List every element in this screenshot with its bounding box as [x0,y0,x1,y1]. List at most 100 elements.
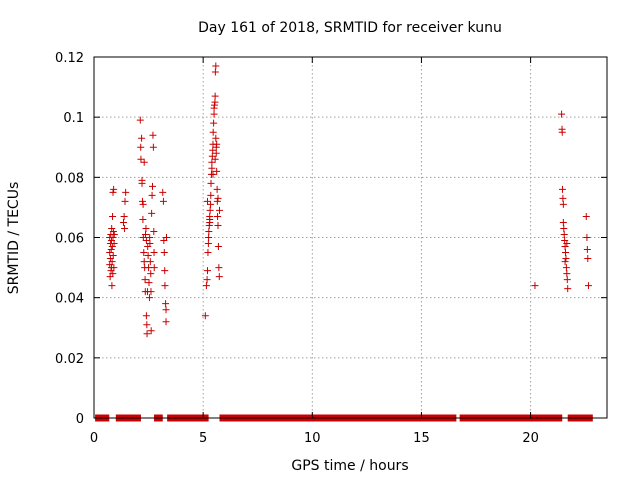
data-point [562,249,570,257]
data-point [109,252,117,260]
data-point [149,182,157,190]
data-point [563,270,571,278]
data-point [137,155,145,163]
data-point [108,224,116,232]
data-point [162,318,170,326]
x-tick-label: 20 [522,431,539,446]
data-point [562,255,570,263]
data-point [147,288,155,296]
data-point [107,246,115,254]
data-point [213,197,221,205]
data-point [109,188,117,196]
data-point [110,230,118,238]
data-point [211,68,219,76]
data-point [531,282,539,290]
data-point [142,224,150,232]
data-point [560,230,568,238]
data-point [119,218,127,226]
data-point [558,128,566,136]
y-tick-label: 0 [76,412,84,427]
data-point [162,300,170,308]
grid-layer [94,57,607,418]
data-point [142,312,150,320]
data-point [143,321,151,329]
data-point [563,276,571,284]
data-point [146,258,154,266]
data-point [211,92,219,100]
y-tick-label: 0.02 [55,352,84,367]
data-point [110,185,118,193]
y-tick-label: 0.1 [63,111,84,126]
data-point [215,273,223,281]
data-point [143,330,151,338]
data-point [138,179,146,187]
data-point [213,185,221,193]
data-point [136,116,144,124]
data-point [209,146,217,154]
data-point [162,234,170,241]
data-point [561,258,569,266]
data-point [162,306,170,314]
data-point [209,170,217,178]
data-point [204,249,212,257]
data-point [150,227,158,235]
data-point [159,197,167,205]
data-point [109,227,117,235]
data-point [214,212,222,220]
data-point [140,249,148,257]
data-point [208,164,216,172]
data-point [138,197,146,205]
data-point [558,110,566,118]
data-point [584,255,592,263]
data-point [148,191,156,199]
data-point [216,206,224,214]
data-point [141,276,149,284]
y-tick-label: 0.12 [55,51,84,66]
data-point [582,212,590,220]
data-point [202,282,210,290]
data-point [561,243,569,251]
data-point [206,215,214,223]
data-point [150,264,158,272]
data-point [140,158,148,166]
data-point [211,155,219,163]
data-point [214,194,222,202]
data-point [583,246,591,254]
data-point [122,188,130,196]
data-point [583,234,591,241]
data-point [206,206,214,214]
data-point [146,234,154,241]
data-point [208,152,216,160]
points-layer [106,62,592,338]
data-point [564,285,572,293]
data-point [214,243,222,251]
data-point [209,128,217,136]
data-point [120,212,128,220]
data-point [211,98,219,106]
data-point [106,249,114,257]
data-point [147,270,155,278]
data-point [559,218,567,226]
data-point [146,240,154,248]
data-point [212,134,220,142]
data-point [144,252,152,260]
data-point [205,234,213,241]
data-point [207,179,215,187]
data-point [121,197,129,205]
data-point [161,267,169,275]
data-point [160,249,168,257]
data-point [201,312,209,320]
data-point [142,230,150,238]
data-point [110,264,118,272]
data-point [138,134,146,142]
x-tick-label: 5 [199,431,207,446]
data-point [137,143,145,151]
data-point [145,294,153,302]
x-axis-label: GPS time / hours [291,458,408,474]
data-point [208,158,216,166]
data-point [159,188,167,196]
data-point [204,267,212,275]
data-point [109,212,117,220]
